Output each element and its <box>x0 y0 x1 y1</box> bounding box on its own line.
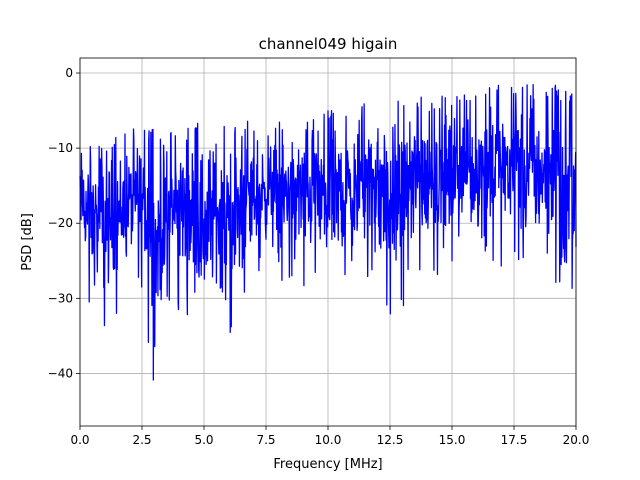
chart-title: channel049 higain <box>259 35 398 53</box>
x-tick-label: 0.0 <box>70 433 89 447</box>
x-tick-label: 2.5 <box>132 433 151 447</box>
x-axis-ticks: 0.0 2.5 5.0 7.5 10.0 12.5 15.0 17.5 20.0 <box>70 426 589 447</box>
y-tick-label: −20 <box>48 216 73 230</box>
y-tick-label: −30 <box>48 291 73 305</box>
x-tick-label: 10.0 <box>315 433 342 447</box>
x-tick-label: 17.5 <box>501 433 528 447</box>
x-tick-label: 5.0 <box>194 433 213 447</box>
y-axis-label: PSD [dB] <box>20 213 35 271</box>
x-tick-label: 15.0 <box>439 433 466 447</box>
x-tick-label: 7.5 <box>256 433 275 447</box>
y-axis-ticks: 0 −10 −20 −30 −40 <box>48 66 80 380</box>
y-tick-label: −10 <box>48 141 73 155</box>
x-tick-label: 12.5 <box>377 433 404 447</box>
x-tick-label: 20.0 <box>563 433 590 447</box>
y-tick-label: 0 <box>65 66 73 80</box>
psd-series-line <box>79 84 577 381</box>
plot-area <box>79 84 577 381</box>
y-tick-label: −40 <box>48 366 73 380</box>
x-axis-label: Frequency [MHz] <box>273 457 382 472</box>
